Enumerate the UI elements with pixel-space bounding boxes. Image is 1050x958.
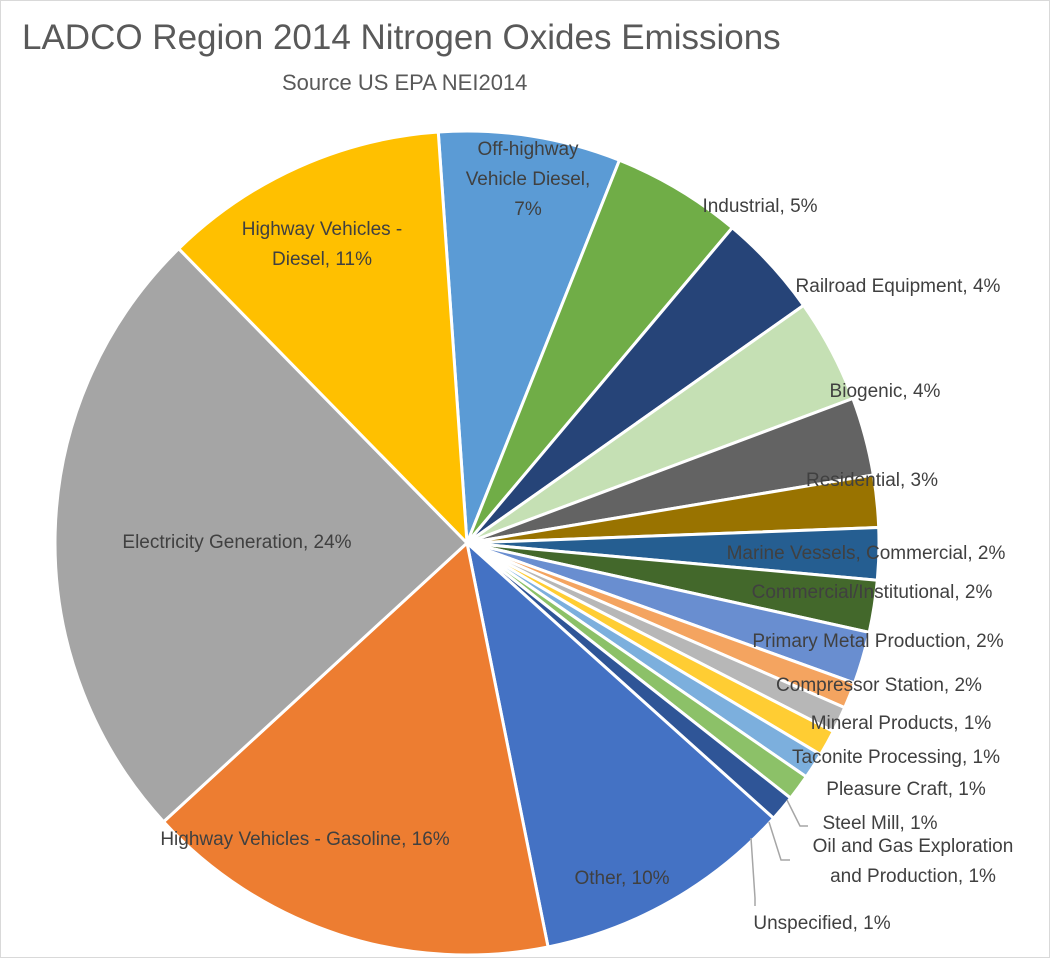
data-label-compressor-station: Compressor Station, 2% <box>776 675 982 696</box>
data-label-pleasure-craft: Pleasure Craft, 1% <box>826 779 986 800</box>
data-labels: Off-highway Vehicle Diesel, 7% Industrial, … <box>122 139 1013 934</box>
data-label-railroad-equipment: Railroad Equipment, 4% <box>796 276 1001 297</box>
leader-line-steel-mill <box>786 799 808 827</box>
pie-slice-off-highway-vehicle-diesel <box>436 129 621 545</box>
leader-lines <box>750 799 808 906</box>
leader-line-unspecified <box>750 837 756 906</box>
chart-title: LADCO Region 2014 Nitrogen Oxides Emissi… <box>22 18 781 57</box>
data-label-electricity-generation: Electricity Generation, 24% <box>122 532 351 553</box>
pie-slice-highway-vehicles-diesel <box>177 130 469 545</box>
data-label-industrial: Industrial, 5% <box>702 196 817 217</box>
data-label-residential: Residential, 3% <box>806 470 938 491</box>
data-label-commercial-institutional: Commercial/Institutional, 2% <box>752 582 993 603</box>
leader-line-oil-and-gas-exploration-and-production <box>768 821 790 861</box>
data-label-taconite-processing: Taconite Processing, 1% <box>792 747 1000 768</box>
pie-slice-highway-vehicles-gasoline <box>162 541 550 957</box>
data-label-unspecified: Unspecified, 1% <box>753 913 890 934</box>
data-label-highway-vehicles-diesel: Highway Vehicles -Diesel, 11% <box>242 219 403 270</box>
pie-slice-other <box>465 541 776 949</box>
data-label-other: Other, 10% <box>574 868 669 889</box>
chart-subtitle: Source US EPA NEI2014 <box>282 70 528 95</box>
data-label-marine-vessels-commercial: Marine Vessels, Commercial, 2% <box>727 543 1006 564</box>
pie-slice-electricity-generation <box>53 247 469 824</box>
data-label-primary-metal-production: Primary Metal Production, 2% <box>752 631 1003 652</box>
data-label-oil-and-gas-exploration-and-production: Oil and Gas Exploration and Production, 1… <box>813 836 1014 887</box>
data-label-mineral-products: Mineral Products, 1% <box>811 713 992 734</box>
pie-slices <box>53 129 881 957</box>
data-label-steel-mill: Steel Mill, 1% <box>822 813 937 834</box>
data-label-highway-vehicles-gasoline: Highway Vehicles - Gasoline, 16% <box>160 829 449 850</box>
data-label-biogenic: Biogenic, 4% <box>830 381 941 402</box>
data-label-off-highway-vehicle-diesel: Off-highway Vehicle Diesel, 7% <box>466 139 591 220</box>
